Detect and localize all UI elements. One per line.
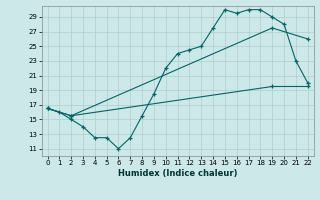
X-axis label: Humidex (Indice chaleur): Humidex (Indice chaleur): [118, 169, 237, 178]
